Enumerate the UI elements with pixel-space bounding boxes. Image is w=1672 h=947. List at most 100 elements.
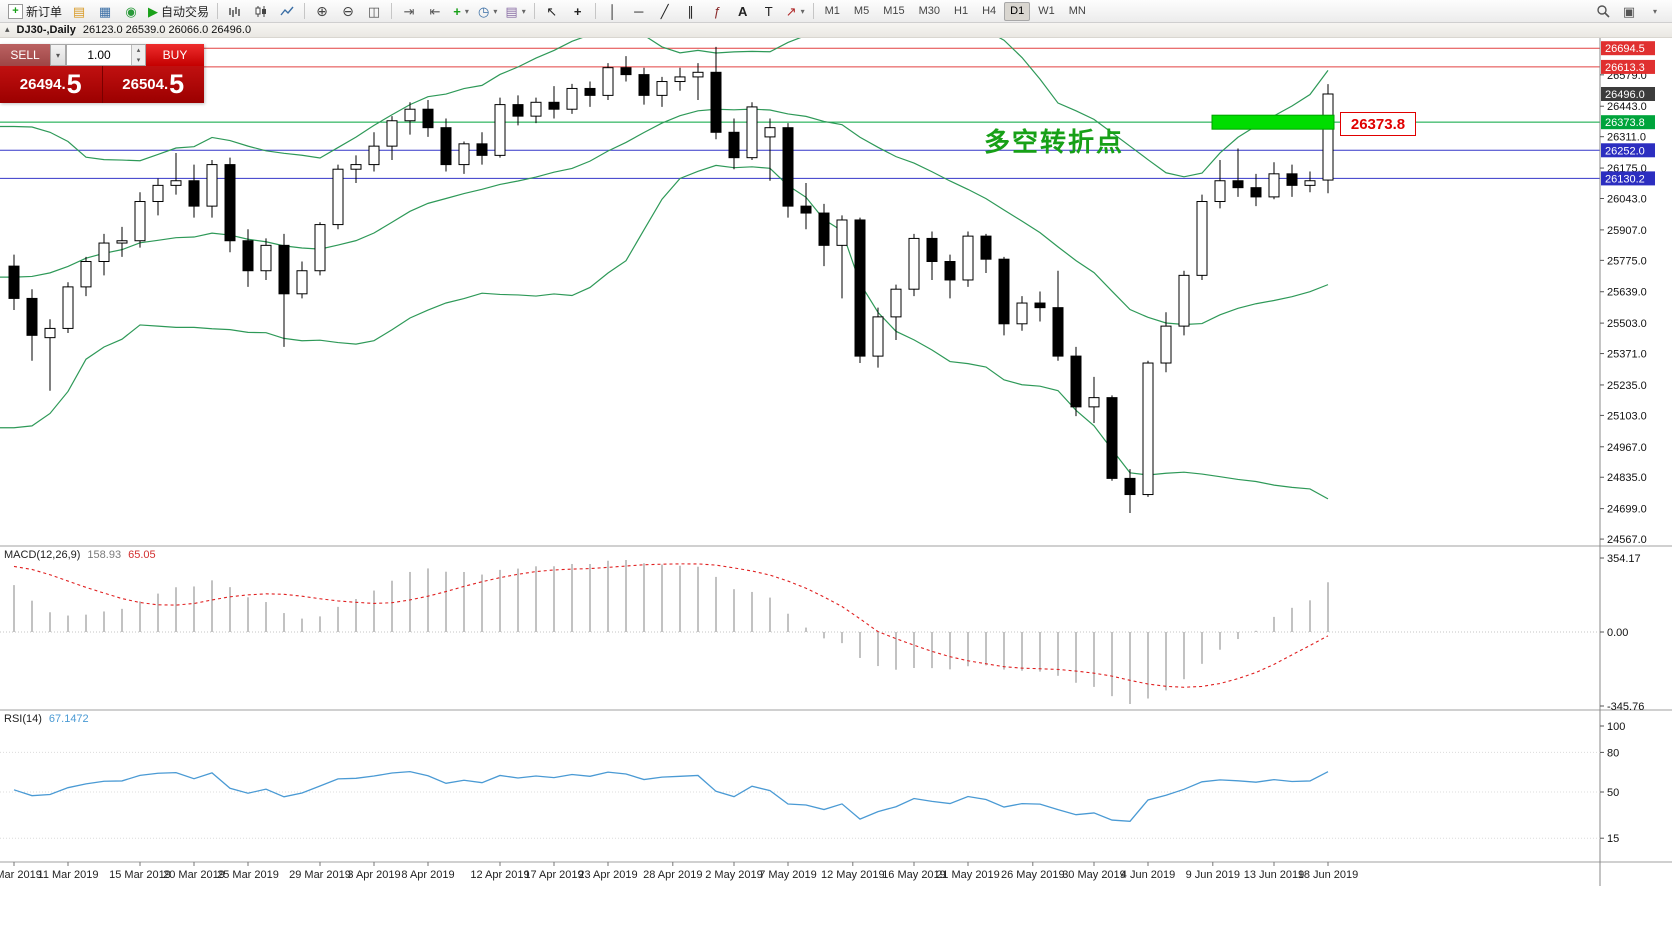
auto-scroll-icon[interactable]: ⇥ <box>403 3 415 19</box>
tf-m1[interactable]: M1 <box>824 5 840 17</box>
macd-header: MACD(12,26,9) 158.93 65.05 <box>4 549 156 561</box>
svg-text:26311.0: 26311.0 <box>1607 132 1646 144</box>
crosshair-icon[interactable]: + <box>573 3 582 19</box>
toolbar-separator <box>217 3 219 19</box>
indicators-button[interactable]: + ▾ <box>449 2 473 20</box>
svg-text:100: 100 <box>1607 721 1625 733</box>
chevron-down-icon: ▾ <box>521 6 526 16</box>
price-axis[interactable]: 26579.026443.026311.026175.026043.025907… <box>1600 41 1655 546</box>
svg-text:24967.0: 24967.0 <box>1607 442 1647 454</box>
vertical-line-icon[interactable]: │ <box>608 3 617 19</box>
tf-mn[interactable]: MN <box>1068 5 1086 17</box>
search-icon[interactable] <box>1591 2 1615 20</box>
chart-ohlc-values: 26123.0 26539.0 26066.0 26496.0 <box>82 23 252 36</box>
svg-text:13 Jun 2019: 13 Jun 2019 <box>1244 869 1305 881</box>
svg-text:24835.0: 24835.0 <box>1607 472 1647 484</box>
search-icon-graphic <box>1597 5 1610 18</box>
svg-text:26 May 2019: 26 May 2019 <box>1001 869 1065 881</box>
svg-text:24567.0: 24567.0 <box>1607 534 1647 546</box>
svg-text:26252.0: 26252.0 <box>1605 145 1645 157</box>
bid-price-display: 26494. 5 <box>0 66 102 103</box>
tf-h1[interactable]: H1 <box>954 5 969 17</box>
tf-m5[interactable]: M5 <box>853 5 870 17</box>
cursor-icon[interactable]: ↖ <box>546 3 558 19</box>
svg-text:26373.8: 26373.8 <box>1605 117 1645 129</box>
channel-icon[interactable]: ∥ <box>687 3 694 19</box>
svg-text:26443.0: 26443.0 <box>1607 101 1647 113</box>
tf-h4[interactable]: H4 <box>982 5 997 17</box>
fibonacci-icon[interactable]: ƒ <box>713 3 721 19</box>
buy-button[interactable]: BUY <box>146 44 204 66</box>
price-level-flag[interactable]: 26373.8 <box>1340 112 1416 136</box>
svg-text:3 Apr 2019: 3 Apr 2019 <box>347 869 400 881</box>
panels-icon[interactable]: ▣ <box>1622 3 1636 19</box>
candles-icon-graphic <box>255 5 267 17</box>
volume-spinner[interactable]: ▴ ▾ <box>131 45 145 65</box>
toolbar-separator <box>533 3 535 19</box>
new-order-button[interactable]: + 新订单 <box>5 2 65 20</box>
toolbar-overflow-icon[interactable]: ▾ <box>1652 6 1657 16</box>
toolbar-separator <box>391 3 393 19</box>
bars-chart-icon[interactable] <box>223 2 247 20</box>
toolbar-separator <box>304 3 306 19</box>
templates-icon: ▤ <box>505 3 518 19</box>
candles-chart-icon[interactable] <box>249 2 273 20</box>
chart-symbol-period: DJ30-,Daily <box>16 23 76 36</box>
tf-m30[interactable]: M30 <box>918 5 940 17</box>
chevron-down-icon: ▾ <box>493 6 498 16</box>
zoom-out-icon[interactable]: ⊖ <box>342 3 354 19</box>
highlight-band[interactable] <box>1211 114 1335 130</box>
volume-down-icon[interactable]: ▾ <box>132 55 145 65</box>
tf-m15[interactable]: M15 <box>883 5 905 17</box>
chevron-down-icon: ▾ <box>800 6 805 16</box>
tile-windows-icon[interactable]: ◫ <box>367 3 381 19</box>
volume-input[interactable]: 1.00 ▴ ▾ <box>66 44 146 66</box>
svg-text:25503.0: 25503.0 <box>1607 318 1647 330</box>
arrow-icon: ↗ <box>785 3 797 19</box>
svg-text:-345.76: -345.76 <box>1607 701 1644 713</box>
sell-button[interactable]: SELL <box>0 44 50 66</box>
text-icon[interactable]: A <box>738 3 748 19</box>
svg-text:26043.0: 26043.0 <box>1607 194 1647 206</box>
autotrading-button[interactable]: ▶ 自动交易 <box>148 3 210 19</box>
periods-icon: ◷ <box>478 3 490 19</box>
rsi-header: RSI(14) 67.1472 <box>4 713 89 725</box>
market-watch-icon[interactable]: ◉ <box>125 3 137 19</box>
candlestick-series <box>8 46 1334 514</box>
toolbar-right-group: ▣ ▾ <box>1590 2 1668 20</box>
svg-text:354.17: 354.17 <box>1607 553 1641 565</box>
trendline-icon[interactable]: ╱ <box>660 3 669 19</box>
horizontal-line-icon[interactable]: ─ <box>634 3 644 19</box>
chart-shift-icon[interactable]: ⇤ <box>429 3 441 19</box>
svg-text:30 May 2019: 30 May 2019 <box>1062 869 1126 881</box>
new-chart-icon[interactable]: ▤ <box>72 3 86 19</box>
macd-main-value: 158.93 <box>87 549 122 561</box>
svg-text:25775.0: 25775.0 <box>1607 255 1647 267</box>
order-type-dropdown[interactable]: ▾ <box>50 44 66 66</box>
svg-text:17 Apr 2019: 17 Apr 2019 <box>524 869 583 881</box>
bull-bear-turning-point-label[interactable]: 多空转折点 <box>984 127 1125 157</box>
svg-text:9 Jun 2019: 9 Jun 2019 <box>1186 869 1240 881</box>
arrows-button[interactable]: ↗ ▾ <box>783 2 808 20</box>
svg-text:26694.5: 26694.5 <box>1605 43 1645 55</box>
zoom-in-icon[interactable]: ⊕ <box>316 3 328 19</box>
macd-title: MACD(12,26,9) <box>4 549 81 561</box>
profiles-icon[interactable]: ▦ <box>98 3 112 19</box>
macd-signal-value: 65.05 <box>128 549 156 561</box>
svg-text:80: 80 <box>1607 747 1619 759</box>
svg-text:28 Apr 2019: 28 Apr 2019 <box>643 869 702 881</box>
tf-d1[interactable]: D1 <box>1004 1 1031 21</box>
rsi-value: 67.1472 <box>48 713 89 725</box>
toolbar-separator <box>812 3 814 19</box>
text-label-icon[interactable]: T <box>764 3 773 19</box>
periods-button[interactable]: ◷ ▾ <box>475 2 500 20</box>
autotrading-play-icon: ▶ <box>148 3 159 19</box>
tf-w1[interactable]: W1 <box>1038 5 1055 17</box>
templates-button[interactable]: ▤ ▾ <box>502 2 528 20</box>
line-chart-icon[interactable] <box>275 2 299 20</box>
toolbar-separator <box>594 3 596 19</box>
volume-up-icon[interactable]: ▴ <box>132 45 145 55</box>
svg-text:0.00: 0.00 <box>1607 627 1628 639</box>
